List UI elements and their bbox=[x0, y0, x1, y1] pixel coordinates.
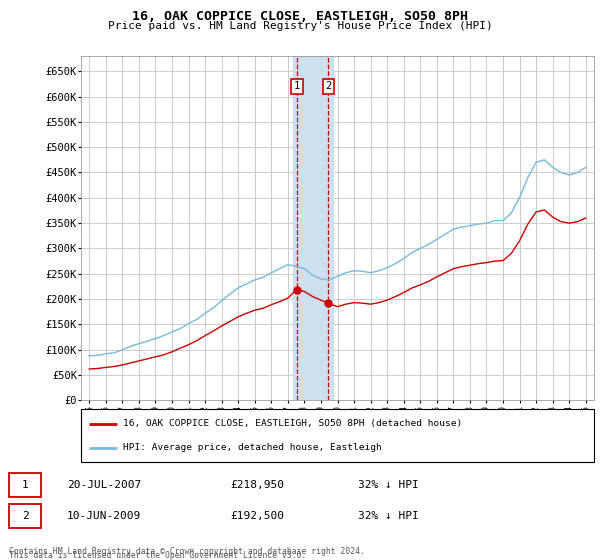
Text: 1: 1 bbox=[294, 81, 300, 91]
FancyBboxPatch shape bbox=[9, 503, 41, 528]
Text: 2: 2 bbox=[22, 511, 28, 521]
Text: This data is licensed under the Open Government Licence v3.0.: This data is licensed under the Open Gov… bbox=[9, 551, 307, 560]
Text: 20-JUL-2007: 20-JUL-2007 bbox=[67, 480, 142, 490]
Text: £218,950: £218,950 bbox=[230, 480, 284, 490]
Text: Price paid vs. HM Land Registry's House Price Index (HPI): Price paid vs. HM Land Registry's House … bbox=[107, 21, 493, 31]
Text: 16, OAK COPPICE CLOSE, EASTLEIGH, SO50 8PH: 16, OAK COPPICE CLOSE, EASTLEIGH, SO50 8… bbox=[132, 10, 468, 23]
Text: HPI: Average price, detached house, Eastleigh: HPI: Average price, detached house, East… bbox=[123, 443, 382, 452]
Text: Contains HM Land Registry data © Crown copyright and database right 2024.: Contains HM Land Registry data © Crown c… bbox=[9, 547, 365, 556]
Text: 2: 2 bbox=[325, 81, 331, 91]
FancyBboxPatch shape bbox=[9, 473, 41, 497]
Text: 32% ↓ HPI: 32% ↓ HPI bbox=[358, 480, 419, 490]
Text: 1: 1 bbox=[22, 480, 28, 490]
Text: 16, OAK COPPICE CLOSE, EASTLEIGH, SO50 8PH (detached house): 16, OAK COPPICE CLOSE, EASTLEIGH, SO50 8… bbox=[123, 419, 463, 428]
Text: £192,500: £192,500 bbox=[230, 511, 284, 521]
Bar bbox=[293, 56, 332, 400]
FancyBboxPatch shape bbox=[81, 409, 594, 462]
Text: 32% ↓ HPI: 32% ↓ HPI bbox=[358, 511, 419, 521]
Text: 10-JUN-2009: 10-JUN-2009 bbox=[67, 511, 142, 521]
